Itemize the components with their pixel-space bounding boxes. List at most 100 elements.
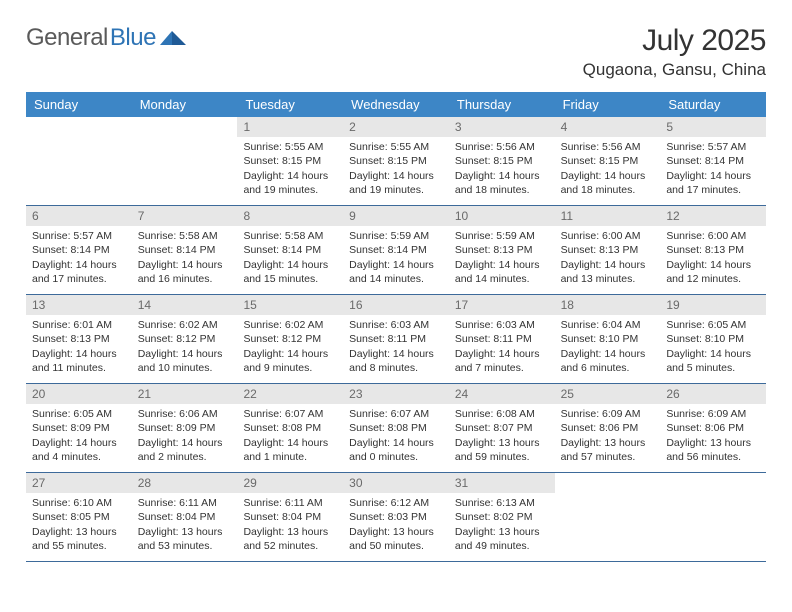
day-details: Sunrise: 6:08 AMSunset: 8:07 PMDaylight:… xyxy=(449,404,555,468)
sunrise-text: Sunrise: 6:00 AM xyxy=(666,229,760,243)
day-number: 10 xyxy=(449,206,555,226)
sunrise-text: Sunrise: 6:06 AM xyxy=(138,407,232,421)
day-number: 18 xyxy=(555,295,661,315)
day-number: 4 xyxy=(555,117,661,137)
month-title: July 2025 xyxy=(583,24,766,58)
daylight-text: Daylight: 13 hours and 50 minutes. xyxy=(349,525,443,553)
sunset-text: Sunset: 8:11 PM xyxy=(349,332,443,346)
calendar-cell: 2Sunrise: 5:55 AMSunset: 8:15 PMDaylight… xyxy=(343,117,449,205)
daylight-text: Daylight: 13 hours and 59 minutes. xyxy=(455,436,549,464)
day-details: Sunrise: 5:55 AMSunset: 8:15 PMDaylight:… xyxy=(343,137,449,201)
daylight-text: Daylight: 14 hours and 14 minutes. xyxy=(455,258,549,286)
sunset-text: Sunset: 8:15 PM xyxy=(455,154,549,168)
day-details: Sunrise: 5:59 AMSunset: 8:14 PMDaylight:… xyxy=(343,226,449,290)
calendar-cell: 20Sunrise: 6:05 AMSunset: 8:09 PMDayligh… xyxy=(26,384,132,472)
sunrise-text: Sunrise: 6:01 AM xyxy=(32,318,126,332)
day-details: Sunrise: 5:58 AMSunset: 8:14 PMDaylight:… xyxy=(132,226,238,290)
daylight-text: Daylight: 14 hours and 18 minutes. xyxy=(455,169,549,197)
sunrise-text: Sunrise: 6:07 AM xyxy=(243,407,337,421)
day-details: Sunrise: 6:09 AMSunset: 8:06 PMDaylight:… xyxy=(660,404,766,468)
calendar-cell: 5Sunrise: 5:57 AMSunset: 8:14 PMDaylight… xyxy=(660,117,766,205)
sunrise-text: Sunrise: 5:56 AM xyxy=(561,140,655,154)
calendar-cell: 14Sunrise: 6:02 AMSunset: 8:12 PMDayligh… xyxy=(132,295,238,383)
sunset-text: Sunset: 8:02 PM xyxy=(455,510,549,524)
sunrise-text: Sunrise: 6:09 AM xyxy=(666,407,760,421)
daylight-text: Daylight: 14 hours and 12 minutes. xyxy=(666,258,760,286)
day-number: 5 xyxy=(660,117,766,137)
daylight-text: Daylight: 13 hours and 56 minutes. xyxy=(666,436,760,464)
day-details: Sunrise: 6:09 AMSunset: 8:06 PMDaylight:… xyxy=(555,404,661,468)
sunrise-text: Sunrise: 6:03 AM xyxy=(349,318,443,332)
weekday-header: Friday xyxy=(555,92,661,117)
day-number: 16 xyxy=(343,295,449,315)
day-details: Sunrise: 5:59 AMSunset: 8:13 PMDaylight:… xyxy=(449,226,555,290)
day-details: Sunrise: 6:03 AMSunset: 8:11 PMDaylight:… xyxy=(343,315,449,379)
calendar-cell: 11Sunrise: 6:00 AMSunset: 8:13 PMDayligh… xyxy=(555,206,661,294)
calendar-cell: 25Sunrise: 6:09 AMSunset: 8:06 PMDayligh… xyxy=(555,384,661,472)
daylight-text: Daylight: 14 hours and 19 minutes. xyxy=(349,169,443,197)
brand-triangle-icon xyxy=(160,27,186,47)
calendar-cell: 6Sunrise: 5:57 AMSunset: 8:14 PMDaylight… xyxy=(26,206,132,294)
calendar-cell: 28Sunrise: 6:11 AMSunset: 8:04 PMDayligh… xyxy=(132,473,238,561)
daylight-text: Daylight: 13 hours and 49 minutes. xyxy=(455,525,549,553)
sunrise-text: Sunrise: 5:55 AM xyxy=(243,140,337,154)
day-details: Sunrise: 6:11 AMSunset: 8:04 PMDaylight:… xyxy=(237,493,343,557)
sunrise-text: Sunrise: 5:58 AM xyxy=(138,229,232,243)
sunrise-text: Sunrise: 6:03 AM xyxy=(455,318,549,332)
week-row: 13Sunrise: 6:01 AMSunset: 8:13 PMDayligh… xyxy=(26,295,766,384)
sunset-text: Sunset: 8:15 PM xyxy=(349,154,443,168)
sunset-text: Sunset: 8:14 PM xyxy=(243,243,337,257)
sunrise-text: Sunrise: 6:04 AM xyxy=(561,318,655,332)
sunrise-text: Sunrise: 6:08 AM xyxy=(455,407,549,421)
brand-logo: GeneralBlue xyxy=(26,24,186,52)
calendar-cell: 3Sunrise: 5:56 AMSunset: 8:15 PMDaylight… xyxy=(449,117,555,205)
calendar-cell: 4Sunrise: 5:56 AMSunset: 8:15 PMDaylight… xyxy=(555,117,661,205)
daylight-text: Daylight: 14 hours and 19 minutes. xyxy=(243,169,337,197)
daylight-text: Daylight: 14 hours and 13 minutes. xyxy=(561,258,655,286)
day-details: Sunrise: 6:13 AMSunset: 8:02 PMDaylight:… xyxy=(449,493,555,557)
sunset-text: Sunset: 8:13 PM xyxy=(666,243,760,257)
title-block: July 2025 Qugaona, Gansu, China xyxy=(583,24,766,80)
sunset-text: Sunset: 8:11 PM xyxy=(455,332,549,346)
day-details: Sunrise: 6:07 AMSunset: 8:08 PMDaylight:… xyxy=(343,404,449,468)
daylight-text: Daylight: 14 hours and 17 minutes. xyxy=(666,169,760,197)
day-details: Sunrise: 6:03 AMSunset: 8:11 PMDaylight:… xyxy=(449,315,555,379)
daylight-text: Daylight: 14 hours and 9 minutes. xyxy=(243,347,337,375)
calendar-cell: 24Sunrise: 6:08 AMSunset: 8:07 PMDayligh… xyxy=(449,384,555,472)
week-row: 6Sunrise: 5:57 AMSunset: 8:14 PMDaylight… xyxy=(26,206,766,295)
weekday-header: Wednesday xyxy=(343,92,449,117)
sunrise-text: Sunrise: 6:10 AM xyxy=(32,496,126,510)
daylight-text: Daylight: 14 hours and 5 minutes. xyxy=(666,347,760,375)
sunrise-text: Sunrise: 6:11 AM xyxy=(243,496,337,510)
weekday-header-row: SundayMondayTuesdayWednesdayThursdayFrid… xyxy=(26,92,766,117)
day-number: 7 xyxy=(132,206,238,226)
sunset-text: Sunset: 8:12 PM xyxy=(243,332,337,346)
calendar-cell: 12Sunrise: 6:00 AMSunset: 8:13 PMDayligh… xyxy=(660,206,766,294)
day-details: Sunrise: 6:00 AMSunset: 8:13 PMDaylight:… xyxy=(555,226,661,290)
daylight-text: Daylight: 14 hours and 11 minutes. xyxy=(32,347,126,375)
day-details: Sunrise: 6:12 AMSunset: 8:03 PMDaylight:… xyxy=(343,493,449,557)
week-row: 20Sunrise: 6:05 AMSunset: 8:09 PMDayligh… xyxy=(26,384,766,473)
sunset-text: Sunset: 8:04 PM xyxy=(138,510,232,524)
calendar-cell: 16Sunrise: 6:03 AMSunset: 8:11 PMDayligh… xyxy=(343,295,449,383)
calendar-cell: 23Sunrise: 6:07 AMSunset: 8:08 PMDayligh… xyxy=(343,384,449,472)
sunrise-text: Sunrise: 6:13 AM xyxy=(455,496,549,510)
daylight-text: Daylight: 14 hours and 16 minutes. xyxy=(138,258,232,286)
sunrise-text: Sunrise: 5:59 AM xyxy=(455,229,549,243)
day-details: Sunrise: 5:56 AMSunset: 8:15 PMDaylight:… xyxy=(449,137,555,201)
daylight-text: Daylight: 14 hours and 4 minutes. xyxy=(32,436,126,464)
weekday-header: Tuesday xyxy=(237,92,343,117)
calendar-cell: 22Sunrise: 6:07 AMSunset: 8:08 PMDayligh… xyxy=(237,384,343,472)
daylight-text: Daylight: 13 hours and 53 minutes. xyxy=(138,525,232,553)
day-details: Sunrise: 6:02 AMSunset: 8:12 PMDaylight:… xyxy=(237,315,343,379)
sunrise-text: Sunrise: 6:00 AM xyxy=(561,229,655,243)
sunset-text: Sunset: 8:10 PM xyxy=(561,332,655,346)
calendar-cell: 29Sunrise: 6:11 AMSunset: 8:04 PMDayligh… xyxy=(237,473,343,561)
weeks-container: 1Sunrise: 5:55 AMSunset: 8:15 PMDaylight… xyxy=(26,117,766,562)
day-details: Sunrise: 5:58 AMSunset: 8:14 PMDaylight:… xyxy=(237,226,343,290)
daylight-text: Daylight: 14 hours and 8 minutes. xyxy=(349,347,443,375)
sunrise-text: Sunrise: 5:56 AM xyxy=(455,140,549,154)
day-number: 1 xyxy=(237,117,343,137)
sunrise-text: Sunrise: 6:02 AM xyxy=(243,318,337,332)
day-details: Sunrise: 6:05 AMSunset: 8:09 PMDaylight:… xyxy=(26,404,132,468)
